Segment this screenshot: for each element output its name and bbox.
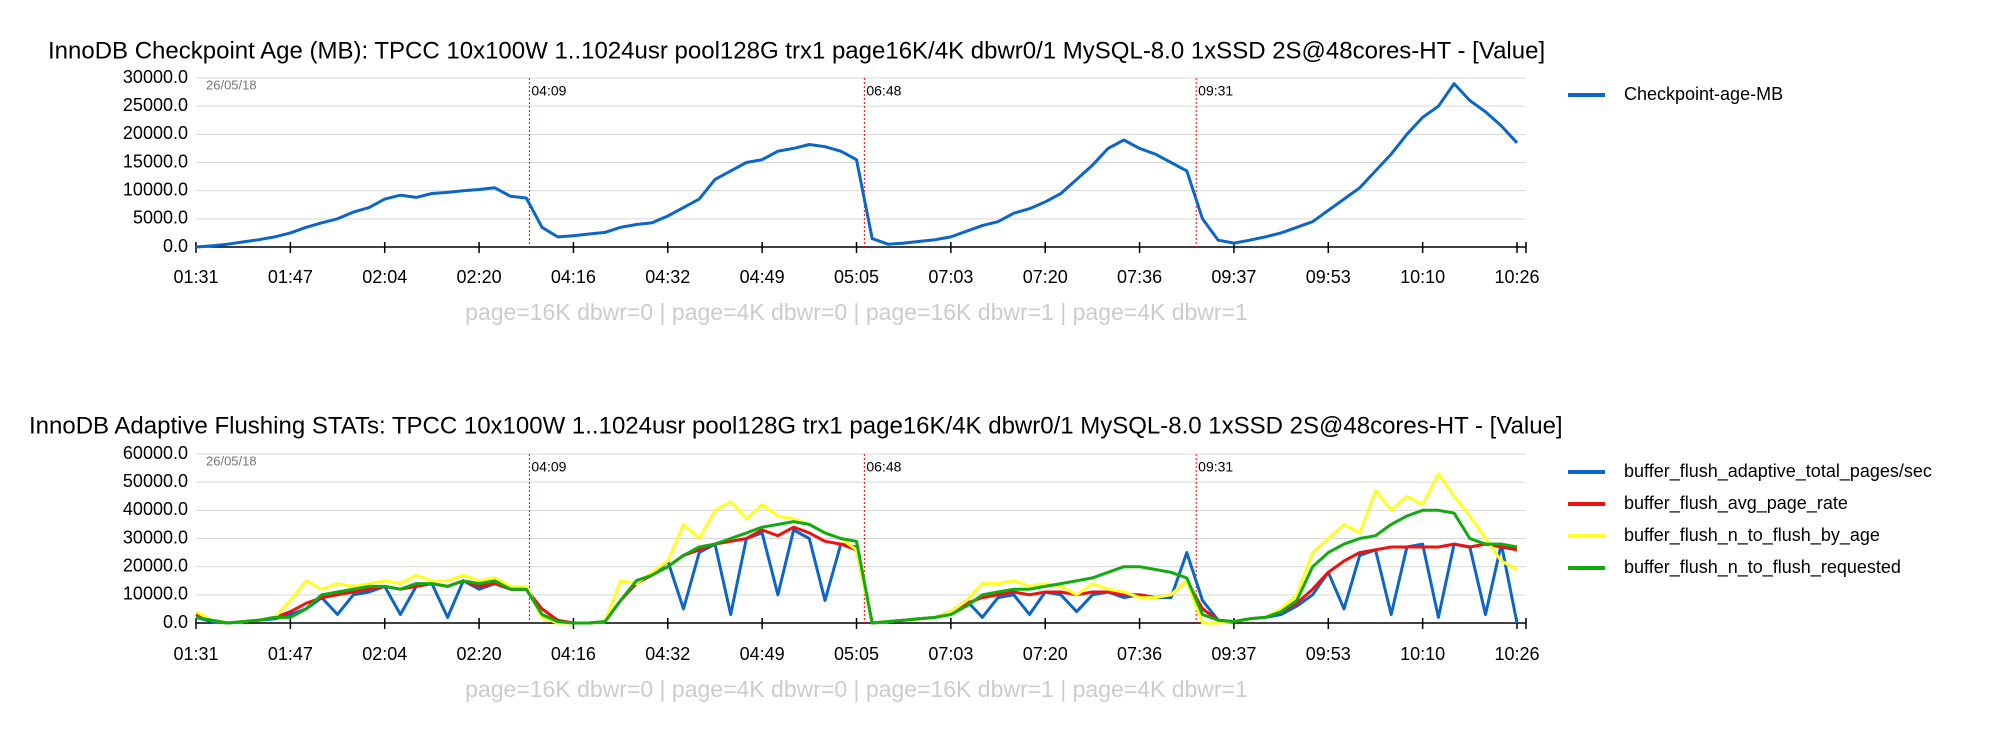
y-tick-label: 20000.0 (123, 555, 188, 575)
x-tick-label: 07:36 (1117, 267, 1162, 287)
x-tick-label: 10:26 (1494, 267, 1539, 287)
x-tick-label: 07:03 (928, 644, 973, 664)
y-tick-label: 50000.0 (123, 471, 188, 491)
x-tick-label: 04:16 (551, 644, 596, 664)
x-tick-label: 04:49 (740, 267, 785, 287)
x-tick-label: 09:37 (1211, 267, 1256, 287)
y-tick-label: 60000.0 (123, 443, 188, 463)
x-tick-label: 07:03 (928, 267, 973, 287)
y-tick-label: 0.0 (163, 236, 188, 256)
x-tick-label: 01:31 (173, 644, 218, 664)
x-tick-label: 01:31 (173, 267, 218, 287)
x-tick-label: 09:53 (1306, 644, 1351, 664)
x-tick-label: 05:05 (834, 644, 879, 664)
date-label: 26/05/18 (206, 77, 257, 92)
x-tick-label: 02:04 (362, 267, 407, 287)
x-tick-label: 09:53 (1306, 267, 1351, 287)
x-tick-label: 01:47 (268, 267, 313, 287)
date-label: 26/05/18 (206, 453, 257, 468)
marker-label: 06:48 (866, 459, 901, 475)
y-tick-label: 20000.0 (123, 123, 188, 143)
legend-label: buffer_flush_adaptive_total_pages/sec (1624, 461, 1932, 482)
marker-label: 09:31 (1198, 83, 1233, 99)
y-tick-label: 0.0 (163, 612, 188, 632)
x-tick-label: 01:47 (268, 644, 313, 664)
x-tick-label: 04:16 (551, 267, 596, 287)
x-tick-label: 04:32 (645, 267, 690, 287)
x-tick-label: 10:10 (1400, 644, 1445, 664)
x-tick-label: 10:10 (1400, 267, 1445, 287)
x-tick-label: 05:05 (834, 267, 879, 287)
subtitle: page=16K dbwr=0 | page=4K dbwr=0 | page=… (465, 676, 1248, 702)
x-tick-label: 02:20 (457, 644, 502, 664)
chart-title: InnoDB Adaptive Flushing STATs: TPCC 10x… (29, 412, 1563, 439)
y-tick-label: 30000.0 (123, 527, 188, 547)
y-tick-label: 5000.0 (133, 208, 188, 228)
marker-label: 09:31 (1198, 459, 1233, 475)
x-tick-label: 07:20 (1023, 267, 1068, 287)
legend-label: buffer_flush_avg_page_rate (1624, 493, 1848, 514)
subtitle: page=16K dbwr=0 | page=4K dbwr=0 | page=… (465, 299, 1248, 325)
series-line (195, 472, 1518, 625)
y-tick-label: 10000.0 (123, 179, 188, 199)
legend-label: buffer_flush_n_to_flush_by_age (1624, 525, 1880, 546)
x-tick-label: 02:20 (457, 267, 502, 287)
y-tick-label: 15000.0 (123, 151, 188, 171)
x-tick-label: 10:26 (1494, 644, 1539, 664)
series-line (195, 82, 1519, 249)
y-tick-label: 10000.0 (123, 584, 188, 604)
marker-label: 04:09 (531, 459, 566, 475)
x-tick-label: 07:20 (1023, 644, 1068, 664)
y-tick-label: 40000.0 (123, 499, 188, 519)
x-tick-label: 04:49 (740, 644, 785, 664)
series-line (195, 508, 1518, 625)
legend-label: buffer_flush_n_to_flush_requested (1624, 557, 1901, 578)
x-tick-label: 09:37 (1211, 644, 1256, 664)
x-tick-label: 02:04 (362, 644, 407, 664)
legend-label: Checkpoint-age-MB (1624, 84, 1783, 104)
y-tick-label: 30000.0 (123, 67, 188, 87)
y-tick-label: 25000.0 (123, 95, 188, 115)
marker-label: 04:09 (531, 83, 566, 99)
x-tick-label: 04:32 (645, 644, 690, 664)
marker-label: 06:48 (866, 83, 901, 99)
chart-title: InnoDB Checkpoint Age (MB): TPCC 10x100W… (48, 37, 1545, 64)
x-tick-label: 07:36 (1117, 644, 1162, 664)
